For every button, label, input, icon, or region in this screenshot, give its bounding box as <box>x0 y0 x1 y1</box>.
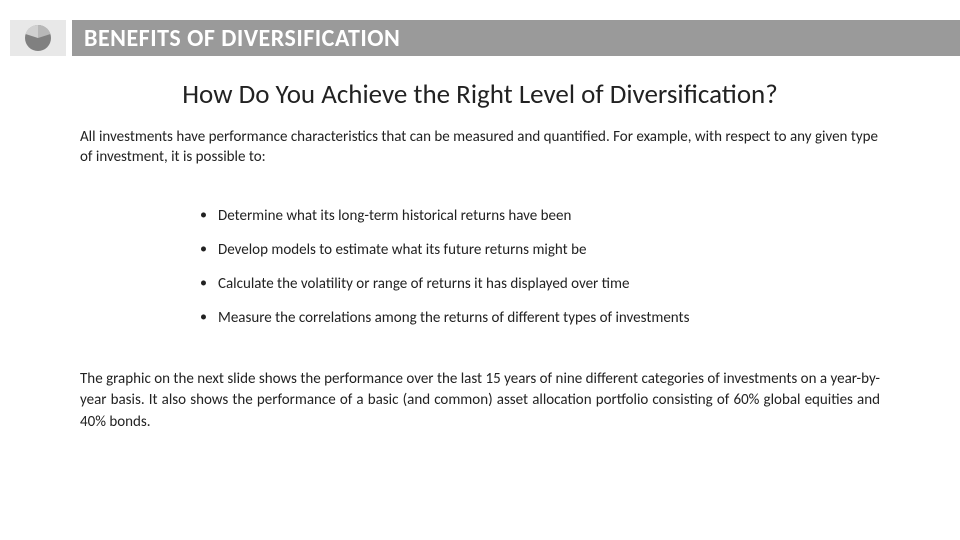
list-item: Calculate the volatility or range of ret… <box>200 274 800 294</box>
intro-paragraph: All investments have performance charact… <box>80 127 880 168</box>
list-item: Measure the correlations among the retur… <box>200 308 800 328</box>
logo-square <box>10 20 66 56</box>
bullet-list: Determine what its long-term historical … <box>200 206 800 329</box>
slide-title: BENEFITS OF DIVERSIFICATION <box>84 24 400 53</box>
list-item: Determine what its long-term historical … <box>200 206 800 226</box>
header-bar: BENEFITS OF DIVERSIFICATION <box>0 20 960 56</box>
closing-paragraph: The graphic on the next slide shows the … <box>80 369 880 434</box>
title-strip: BENEFITS OF DIVERSIFICATION <box>72 20 960 56</box>
content-area: How Do You Achieve the Right Level of Di… <box>80 78 880 434</box>
slide-subtitle: How Do You Achieve the Right Level of Di… <box>80 78 880 111</box>
globe-pie-icon <box>23 23 53 53</box>
list-item: Develop models to estimate what its futu… <box>200 240 800 260</box>
